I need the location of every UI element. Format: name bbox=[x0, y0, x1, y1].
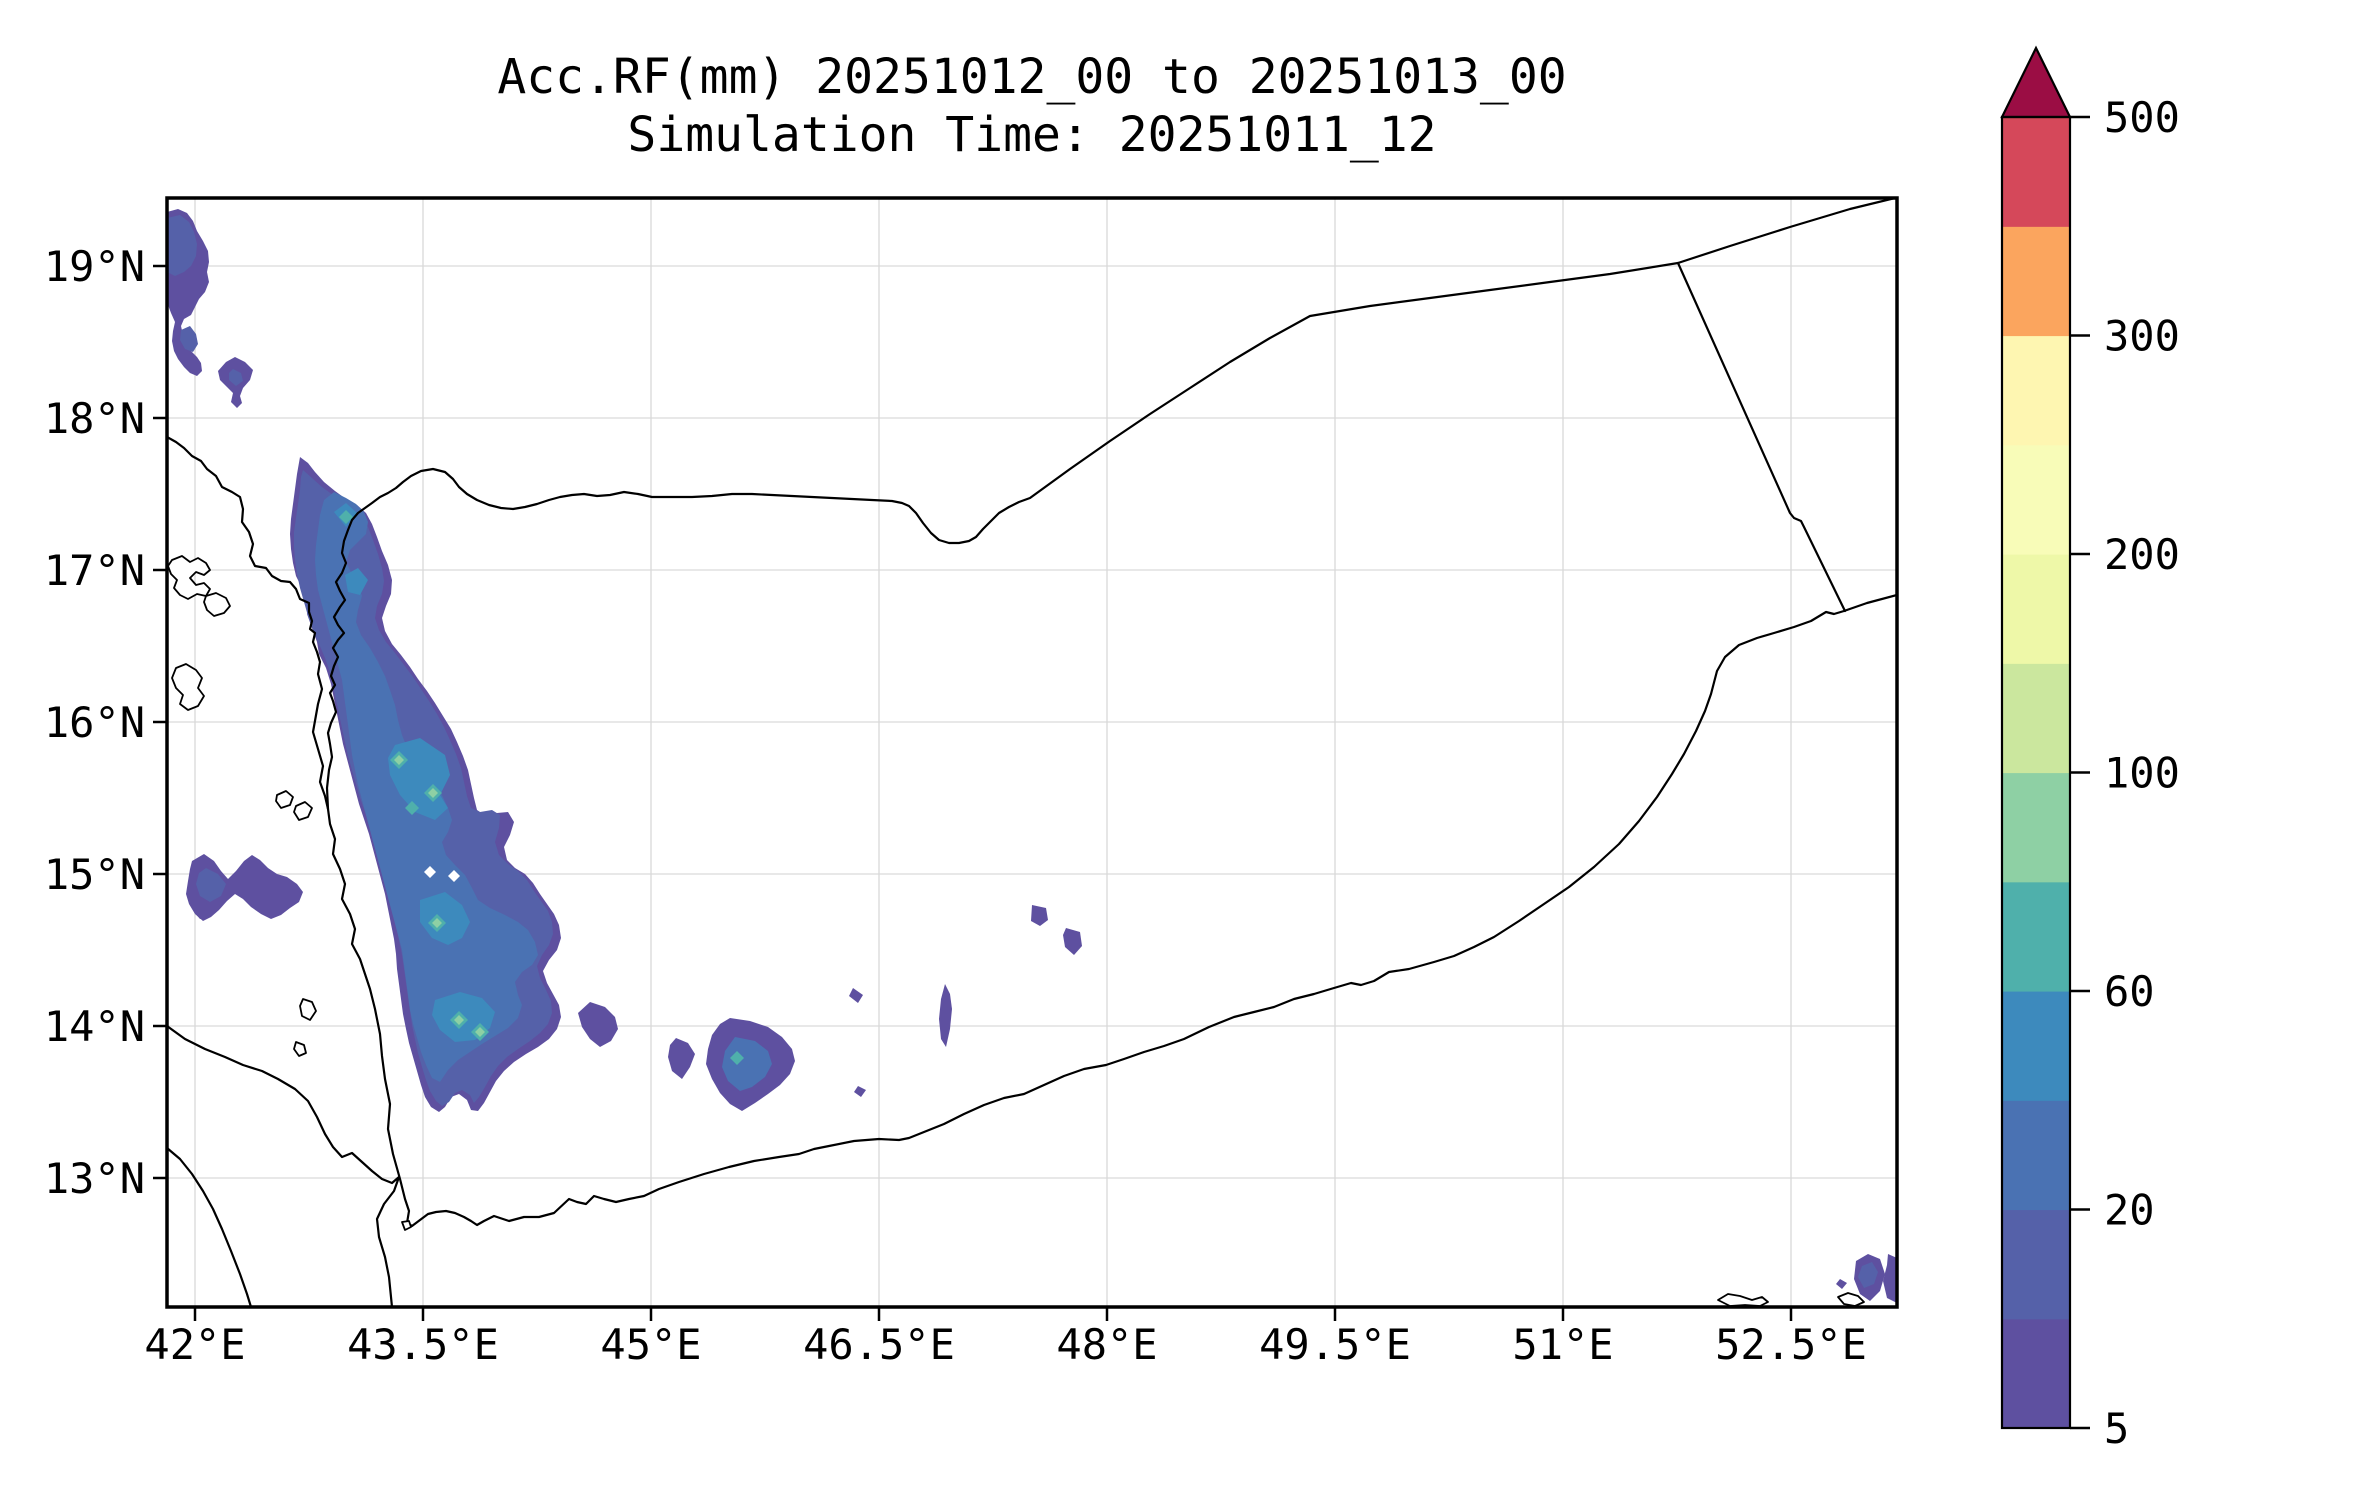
perim-island-outline bbox=[401, 1220, 412, 1231]
colorbar-segment-60mm bbox=[2002, 881, 2070, 992]
y-tick-label: 14°N bbox=[44, 1002, 145, 1051]
y-tick-label: 13°N bbox=[44, 1154, 145, 1203]
rain-band-holes bbox=[424, 866, 460, 882]
colorbar-label-60: 60 bbox=[2104, 967, 2155, 1016]
african-coastline-north bbox=[167, 1024, 401, 1307]
colorbar-segment-100mm bbox=[2002, 663, 2070, 774]
colorbar-segment-10mm bbox=[2002, 1209, 2070, 1320]
y-tick-label: 18°N bbox=[44, 394, 145, 443]
colorbar-label-500: 500 bbox=[2104, 93, 2180, 142]
hanish-island-outline bbox=[293, 1041, 307, 1057]
y-tick-label: 15°N bbox=[44, 850, 145, 899]
y-axis-ticks: 19°N 18°N 17°N 16°N 15°N 14°N 13°N bbox=[44, 242, 167, 1203]
rainfall-contours bbox=[167, 209, 1897, 1303]
saudi-yemen-border bbox=[325, 261, 1680, 811]
colorbar-segment-400mm bbox=[2002, 117, 2070, 227]
x-axis-ticks: 42°E 43.5°E 45°E 46.5°E 48°E 49.5°E 51°E 52.5°E bbox=[144, 1307, 1867, 1369]
x-tick-label: 52.5°E bbox=[1715, 1320, 1867, 1369]
colorbar-label-200: 200 bbox=[2104, 530, 2180, 579]
x-tick-label: 48°E bbox=[1056, 1320, 1157, 1369]
x-tick-label: 43.5°E bbox=[347, 1320, 499, 1369]
kamaran-island-outline bbox=[275, 790, 294, 809]
x-tick-label: 42°E bbox=[144, 1320, 245, 1369]
figure-title: Acc.RF(mm) 20251012_00 to 20251013_00 bbox=[497, 49, 1566, 105]
colorbar-extend-arrow bbox=[2000, 45, 2072, 119]
islands bbox=[167, 555, 1865, 1307]
farasan-island-outline bbox=[171, 663, 205, 711]
x-tick-label: 46.5°E bbox=[803, 1320, 955, 1369]
abd-al-kuri-island-outline bbox=[1837, 1292, 1865, 1307]
coastlines-and-borders bbox=[167, 198, 1897, 1307]
colorbar-segment-200mm bbox=[2002, 444, 2070, 555]
colorbar: 5 20 60 100 200 300 500 bbox=[2000, 45, 2180, 1453]
x-tick-label: 49.5°E bbox=[1259, 1320, 1411, 1369]
colorbar-segment-5mm bbox=[2002, 1318, 2070, 1429]
colorbar-segment-20mm bbox=[2002, 1100, 2070, 1211]
y-tick-label: 16°N bbox=[44, 698, 145, 747]
colorbar-tick-labels: 5 20 60 100 200 300 500 bbox=[2070, 93, 2180, 1453]
colorbar-label-300: 300 bbox=[2104, 312, 2180, 361]
oman-yemen-border bbox=[1676, 261, 1847, 613]
colorbar-segment-40mm bbox=[2002, 991, 2070, 1101]
figure-subtitle: Simulation Time: 20251011_12 bbox=[627, 107, 1436, 163]
colorbar-segment-250mm bbox=[2002, 335, 2070, 446]
colorbar-segment-150mm bbox=[2002, 554, 2070, 664]
colorbar-label-100: 100 bbox=[2104, 749, 2180, 798]
colorbar-label-5: 5 bbox=[2104, 1404, 2129, 1453]
y-tick-label: 17°N bbox=[44, 546, 145, 595]
y-tick-label: 19°N bbox=[44, 242, 145, 291]
colorbar-segments bbox=[2002, 117, 2070, 1429]
colorbar-label-20: 20 bbox=[2104, 1186, 2155, 1235]
red-sea-gulf-aden-coastline bbox=[167, 435, 1897, 1228]
kamaran-island-outline bbox=[293, 801, 313, 821]
plot-frame bbox=[165, 196, 1899, 1309]
saudi-oman-border bbox=[1676, 198, 1897, 265]
lat-lon-gridlines bbox=[167, 198, 1897, 1307]
farasan-island-outline bbox=[203, 592, 231, 617]
zuqar-island-outline bbox=[299, 998, 317, 1021]
rain-level-80mm-layer bbox=[394, 755, 485, 1037]
x-tick-label: 51°E bbox=[1512, 1320, 1613, 1369]
x-tick-label: 45°E bbox=[600, 1320, 701, 1369]
colorbar-segment-300mm bbox=[2002, 226, 2070, 337]
colorbar-segment-80mm bbox=[2002, 772, 2070, 883]
farasan-island-outline bbox=[167, 555, 211, 600]
african-coastline-south bbox=[167, 1146, 253, 1307]
